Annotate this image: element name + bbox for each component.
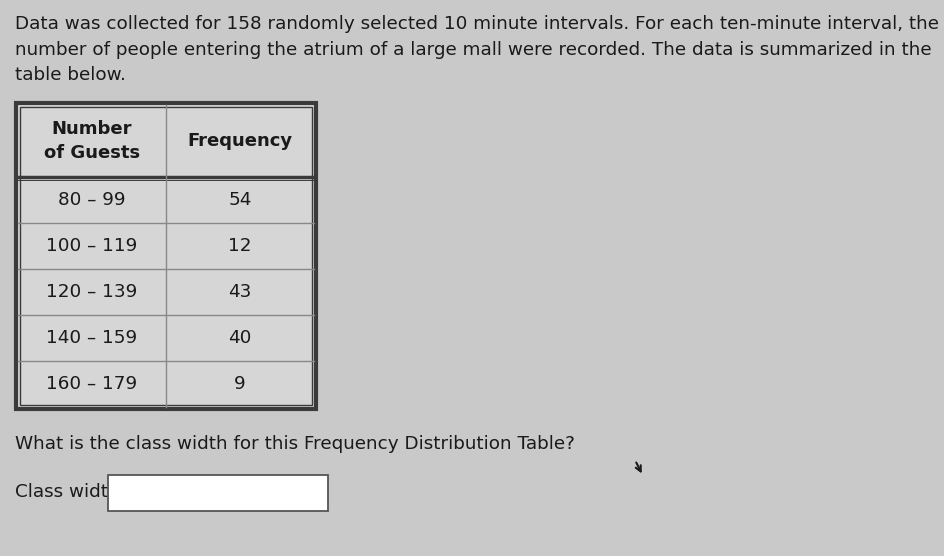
Text: 9: 9 <box>234 375 245 393</box>
Bar <box>18 105 313 177</box>
Text: 160 – 179: 160 – 179 <box>46 375 138 393</box>
Text: 12: 12 <box>228 237 251 255</box>
Bar <box>18 361 313 407</box>
Text: 40: 40 <box>228 329 251 347</box>
Text: 140 – 159: 140 – 159 <box>46 329 138 347</box>
Text: 54: 54 <box>228 191 251 209</box>
Text: 43: 43 <box>228 283 251 301</box>
Text: Data was collected for 158 randomly selected 10 minute intervals. For each ten-m: Data was collected for 158 randomly sele… <box>15 15 938 85</box>
Bar <box>108 475 328 511</box>
Bar <box>18 269 313 315</box>
Text: 120 – 139: 120 – 139 <box>46 283 138 301</box>
Bar <box>18 223 313 269</box>
Text: Number
of Guests: Number of Guests <box>43 120 140 162</box>
Text: Class width =: Class width = <box>15 483 141 501</box>
Text: Frequency: Frequency <box>187 132 293 150</box>
Bar <box>18 177 313 223</box>
Bar <box>18 315 313 361</box>
Bar <box>20 107 312 405</box>
Text: What is the class width for this Frequency Distribution Table?: What is the class width for this Frequen… <box>15 435 574 453</box>
Text: 100 – 119: 100 – 119 <box>46 237 138 255</box>
Bar <box>16 103 315 409</box>
Text: 80 – 99: 80 – 99 <box>59 191 126 209</box>
